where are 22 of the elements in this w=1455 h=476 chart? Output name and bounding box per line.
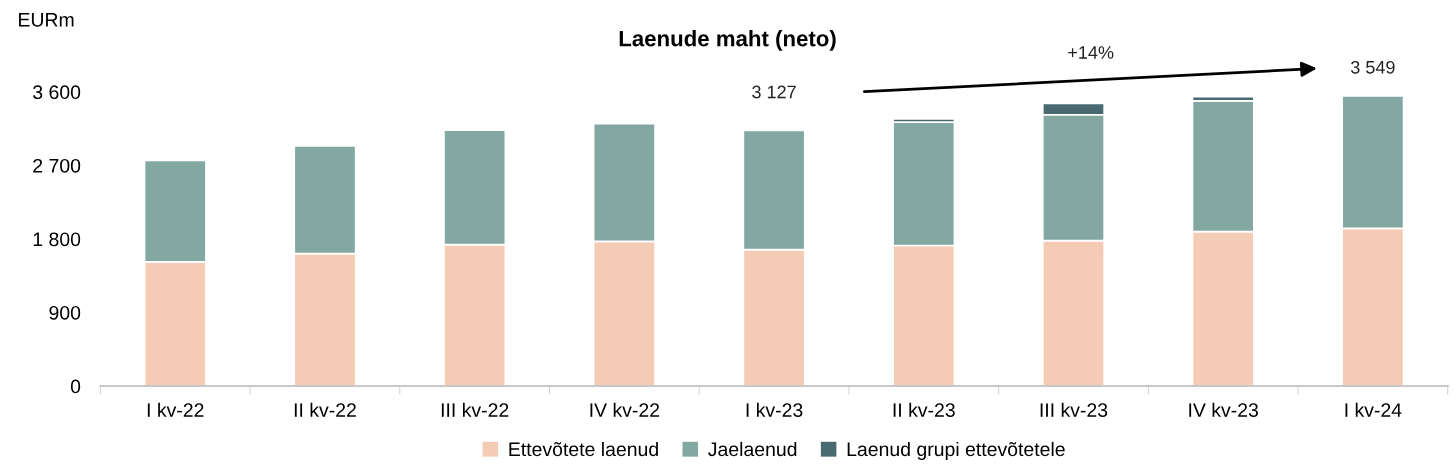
- x-tick-label: I kv-22: [147, 402, 204, 417]
- legend-label: Jaelaenud: [708, 441, 797, 457]
- x-tick-label: II kv-22: [294, 402, 356, 417]
- y-axis-title: EURm: [19, 13, 74, 27]
- y-tick-label: 3 600: [33, 85, 81, 100]
- x-tick-label: I kv-23: [746, 402, 803, 417]
- legend-label: Laenud grupi ettevõtetele: [847, 441, 1065, 461]
- x-tick-label: I kv-24: [1345, 402, 1402, 417]
- legend-label: Ettevõtete laenud: [509, 441, 658, 457]
- text: +14%: [1068, 46, 1114, 59]
- chart-title: Laenude maht (neto): [619, 30, 836, 51]
- x-tick-label: III kv-23: [1040, 402, 1108, 417]
- x-tick-label: II kv-23: [893, 402, 955, 417]
- x-tick-label: IV kv-23: [1189, 402, 1258, 417]
- x-tick-label: IV kv-22: [590, 402, 660, 417]
- y-tick-label: 2 700: [33, 158, 81, 173]
- total-label: 3 127: [752, 85, 796, 99]
- x-tick-label: III kv-22: [441, 402, 509, 417]
- total-label: 3 549: [1350, 60, 1395, 74]
- y-tick-label: 900: [49, 305, 81, 320]
- y-tick-label: 1 800: [33, 232, 81, 247]
- y-tick-label: 0: [70, 379, 81, 394]
